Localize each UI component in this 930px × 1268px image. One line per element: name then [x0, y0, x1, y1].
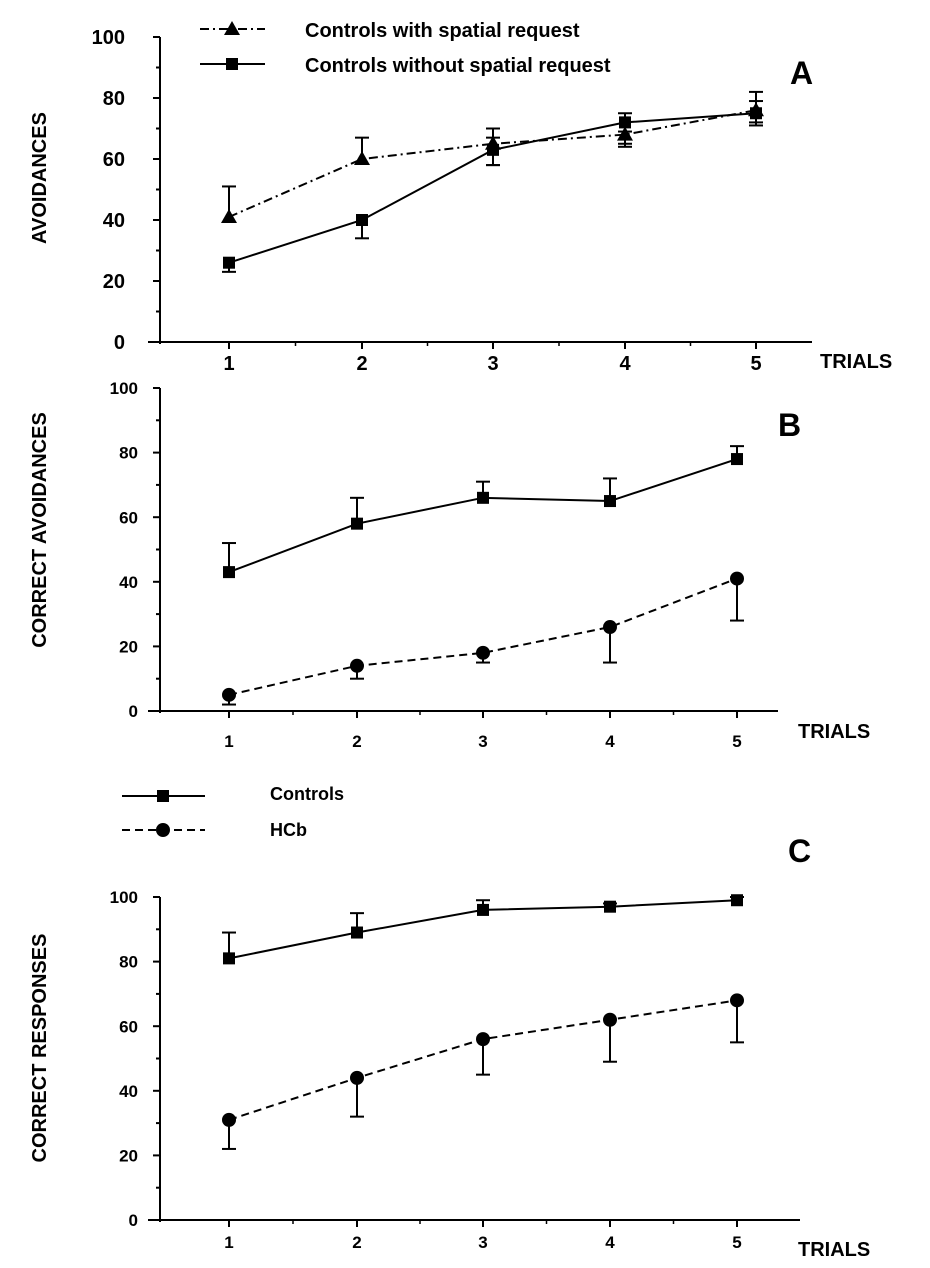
y-tick-label: 20 [119, 638, 138, 657]
series-1 [222, 894, 744, 965]
panel-a: A AVOIDANCES TRIALS 0 20 40 60 80 100 1 2 3 4 5 [29, 27, 892, 375]
legend-top-label-2: Controls without spatial request [305, 55, 611, 77]
triangle-marker [221, 208, 237, 223]
panel-c: C CORRECT RESPONSES TRIALS 0 20 40 60 80 100 1… [29, 833, 870, 1261]
legend-bottom-item-2: HCb [122, 820, 307, 840]
y-tick-label: 40 [119, 1082, 138, 1101]
series-line [228, 577, 738, 696]
legend-top: Controls with spatial request Controls w… [200, 20, 611, 77]
x-tick-label: 5 [732, 1233, 741, 1252]
series-2 [222, 571, 744, 706]
square-marker [604, 900, 616, 913]
panel-c-plot: 0 20 40 60 80 100 1 2 3 4 5 [110, 888, 800, 1252]
square-marker [750, 107, 762, 120]
series-line [228, 458, 738, 574]
x-tick-label: 1 [223, 353, 234, 375]
series-line [228, 109, 757, 218]
square-marker-icon [226, 58, 238, 70]
y-tick-label: 100 [92, 27, 125, 49]
series-2 [222, 100, 763, 273]
series-1 [222, 445, 744, 579]
legend-bottom-label-1: Controls [270, 784, 344, 804]
panel-a-y-title: AVOIDANCES [29, 112, 51, 244]
square-marker [477, 491, 489, 504]
y-tick-label: 60 [119, 1017, 138, 1036]
y-tick-label: 20 [119, 1147, 138, 1166]
triangle-marker [354, 151, 370, 165]
square-marker [356, 214, 368, 226]
y-tick-label: 80 [119, 953, 138, 972]
y-tick-label: 60 [103, 149, 125, 171]
legend-bottom: Controls HCb [122, 784, 344, 840]
x-tick-label: 4 [605, 732, 615, 751]
legend-bottom-item-1: Controls [122, 784, 344, 804]
x-tick-label: 3 [478, 1233, 487, 1252]
panel-a-x-title: TRIALS [820, 351, 892, 373]
square-marker-icon [157, 790, 169, 802]
circle-marker [222, 687, 236, 702]
circle-marker [730, 571, 744, 586]
circle-marker [476, 1032, 490, 1047]
circle-marker [222, 1112, 236, 1127]
circle-marker [350, 1070, 364, 1085]
panel-b-x-title: TRIALS [798, 721, 870, 743]
panel-b: B CORRECT AVOIDANCES TRIALS 0 20 40 60 80 100… [29, 379, 870, 751]
circle-marker [603, 1012, 617, 1027]
triangle-marker [617, 126, 633, 141]
y-tick-label: 40 [103, 210, 125, 232]
legend-top-item-1: Controls with spatial request [200, 20, 580, 42]
y-tick-label: 20 [103, 271, 125, 293]
x-tick-label: 4 [619, 353, 631, 375]
x-tick-label: 3 [478, 732, 487, 751]
y-tick-label: 100 [110, 379, 138, 398]
y-tick-label: 80 [103, 88, 125, 110]
circle-marker [350, 658, 364, 673]
square-marker [223, 566, 235, 579]
square-marker [223, 256, 235, 269]
square-marker [604, 495, 616, 508]
circle-marker [603, 620, 617, 635]
x-tick-label: 5 [732, 732, 741, 751]
circle-marker-icon [156, 823, 170, 837]
x-tick-label: 2 [356, 353, 367, 375]
square-marker [731, 894, 743, 907]
circle-marker [730, 993, 744, 1008]
y-tick-label: 0 [129, 1211, 138, 1230]
y-tick-label: 40 [119, 573, 138, 592]
x-tick-label: 4 [605, 1233, 615, 1252]
panel-b-plot: 0 20 40 60 80 100 1 2 3 4 5 [110, 379, 778, 751]
y-tick-label: 0 [129, 702, 138, 721]
y-tick-label: 60 [119, 508, 138, 527]
circle-marker [476, 645, 490, 660]
panel-c-x-title: TRIALS [798, 1239, 870, 1261]
square-marker [731, 453, 743, 466]
x-tick-label: 1 [224, 732, 233, 751]
panel-c-y-title: CORRECT RESPONSES [29, 934, 51, 1163]
panel-b-letter: B [778, 407, 801, 443]
square-marker [351, 517, 363, 530]
y-tick-label: 80 [119, 444, 138, 463]
square-marker [487, 143, 499, 156]
square-marker [477, 903, 489, 916]
x-tick-label: 2 [352, 732, 361, 751]
y-tick-label: 100 [110, 888, 138, 907]
legend-top-item-2: Controls without spatial request [200, 55, 611, 77]
square-marker [619, 116, 631, 129]
x-tick-label: 2 [352, 1233, 361, 1252]
panel-a-letter: A [790, 55, 813, 91]
series-2 [222, 993, 744, 1150]
panel-a-plot: 0 20 40 60 80 100 1 2 3 4 5 [92, 27, 812, 375]
legend-top-label-1: Controls with spatial request [305, 20, 580, 42]
x-tick-label: 1 [224, 1233, 233, 1252]
panel-b-y-title: CORRECT AVOIDANCES [29, 412, 51, 648]
legend-bottom-label-2: HCb [270, 820, 307, 840]
square-marker [351, 926, 363, 939]
panel-c-letter: C [788, 833, 811, 869]
y-tick-label: 0 [114, 332, 125, 354]
triangle-marker-icon [224, 21, 240, 35]
square-marker [223, 952, 235, 965]
x-tick-label: 3 [487, 353, 498, 375]
x-tick-label: 5 [750, 353, 761, 375]
